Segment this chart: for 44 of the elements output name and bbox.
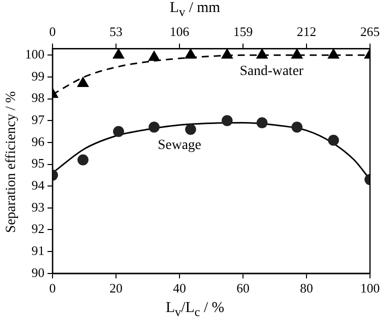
- point: [112, 48, 124, 59]
- x2-tick-label: 106: [170, 24, 190, 40]
- point: [328, 48, 340, 59]
- point: [256, 48, 268, 59]
- x2-tick-label: 265: [360, 24, 380, 40]
- annotation: Sand-water: [240, 64, 304, 79]
- point: [291, 48, 303, 59]
- point: [328, 134, 339, 146]
- x-tick-label: 0: [49, 280, 56, 296]
- y-tick-label: 94: [32, 178, 45, 193]
- y-tick-label: 97: [32, 112, 45, 128]
- point: [184, 48, 196, 59]
- point: [221, 48, 233, 59]
- point: [113, 126, 124, 138]
- point: [77, 154, 88, 166]
- x-tick-label: 40: [173, 280, 186, 296]
- y-tick-label: 93: [32, 199, 44, 214]
- x-tick-label: 100: [360, 280, 380, 296]
- y-tick-label: 99: [32, 68, 44, 84]
- point: [222, 115, 233, 126]
- point: [291, 122, 302, 133]
- point: [148, 122, 160, 133]
- y-tick-label: 91: [32, 242, 44, 258]
- x2-tick-label: 53: [110, 24, 122, 40]
- x2-tick-label: 0: [49, 24, 56, 40]
- point: [256, 117, 268, 128]
- y-tick-label: 96: [32, 134, 45, 149]
- y-axis-title: Separation efficiency / %: [4, 91, 20, 233]
- y-tick-label: 92: [32, 221, 44, 236]
- y-tick-label: 98: [32, 90, 44, 106]
- x-tick-label: 80: [300, 280, 313, 296]
- annotation: Sewage: [158, 138, 202, 153]
- x-tick-label: 20: [110, 280, 122, 296]
- x2-tick-label: 212: [296, 24, 316, 40]
- point: [77, 77, 89, 88]
- x-tick-label: 60: [236, 280, 250, 296]
- x2-axis-title: L$_{v}$ / mm: [168, 0, 222, 20]
- x2-tick-label: 159: [233, 24, 253, 40]
- x-axis-title: L$_{v}$/L$_{c}$ / %: [164, 299, 226, 321]
- y-tick-label: 90: [32, 264, 44, 280]
- y-tick-label: 95: [32, 156, 44, 171]
- point: [148, 50, 160, 61]
- y-tick-label: 100: [25, 46, 44, 62]
- point: [185, 124, 196, 135]
